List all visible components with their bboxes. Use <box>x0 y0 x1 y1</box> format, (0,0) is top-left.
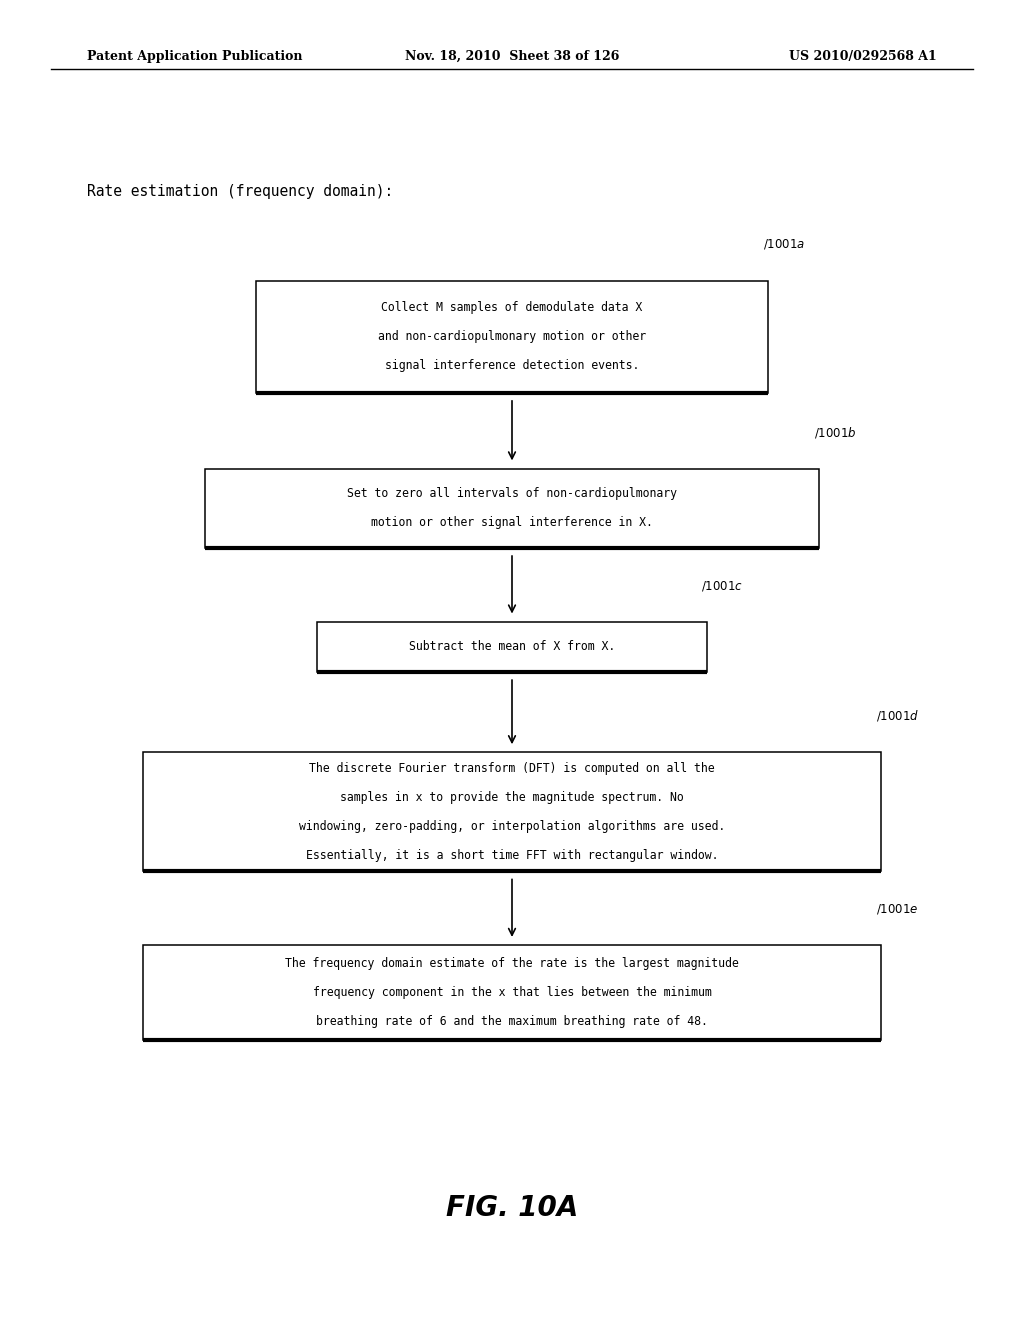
Bar <box>143 945 881 1040</box>
Text: The discrete Fourier transform (DFT) is computed on all the: The discrete Fourier transform (DFT) is … <box>309 762 715 775</box>
Text: and non-cardiopulmonary motion or other: and non-cardiopulmonary motion or other <box>378 330 646 343</box>
Text: The frequency domain estimate of the rate is the largest magnitude: The frequency domain estimate of the rat… <box>285 957 739 970</box>
Text: Essentially, it is a short time FFT with rectangular window.: Essentially, it is a short time FFT with… <box>306 849 718 862</box>
Text: $\mathit{/1001e}$: $\mathit{/1001e}$ <box>876 902 919 916</box>
Text: Nov. 18, 2010  Sheet 38 of 126: Nov. 18, 2010 Sheet 38 of 126 <box>404 50 620 63</box>
Text: Collect M samples of demodulate data X: Collect M samples of demodulate data X <box>381 301 643 314</box>
Text: Patent Application Publication: Patent Application Publication <box>87 50 302 63</box>
Text: samples in x to provide the magnitude spectrum. No: samples in x to provide the magnitude sp… <box>340 791 684 804</box>
Text: Rate estimation (frequency domain):: Rate estimation (frequency domain): <box>87 183 393 199</box>
Bar <box>256 281 768 393</box>
Text: $\mathit{/1001c}$: $\mathit{/1001c}$ <box>701 578 743 593</box>
Text: signal interference detection events.: signal interference detection events. <box>385 359 639 372</box>
Bar <box>317 622 707 672</box>
Text: breathing rate of 6 and the maximum breathing rate of 48.: breathing rate of 6 and the maximum brea… <box>316 1015 708 1028</box>
Text: motion or other signal interference in X.: motion or other signal interference in X… <box>371 516 653 529</box>
Text: $\mathit{/1001b}$: $\mathit{/1001b}$ <box>814 425 857 440</box>
Text: Subtract the mean of X from X.: Subtract the mean of X from X. <box>409 640 615 653</box>
Bar <box>205 469 819 548</box>
Text: $\mathit{/1001a}$: $\mathit{/1001a}$ <box>763 238 805 251</box>
Text: Set to zero all intervals of non-cardiopulmonary: Set to zero all intervals of non-cardiop… <box>347 487 677 500</box>
Bar <box>143 752 881 871</box>
Text: US 2010/0292568 A1: US 2010/0292568 A1 <box>790 50 937 63</box>
Text: windowing, zero-padding, or interpolation algorithms are used.: windowing, zero-padding, or interpolatio… <box>299 820 725 833</box>
Text: $\mathit{/1001d}$: $\mathit{/1001d}$ <box>876 709 919 723</box>
Text: frequency component in the x that lies between the minimum: frequency component in the x that lies b… <box>312 986 712 999</box>
Text: FIG. 10A: FIG. 10A <box>445 1193 579 1222</box>
